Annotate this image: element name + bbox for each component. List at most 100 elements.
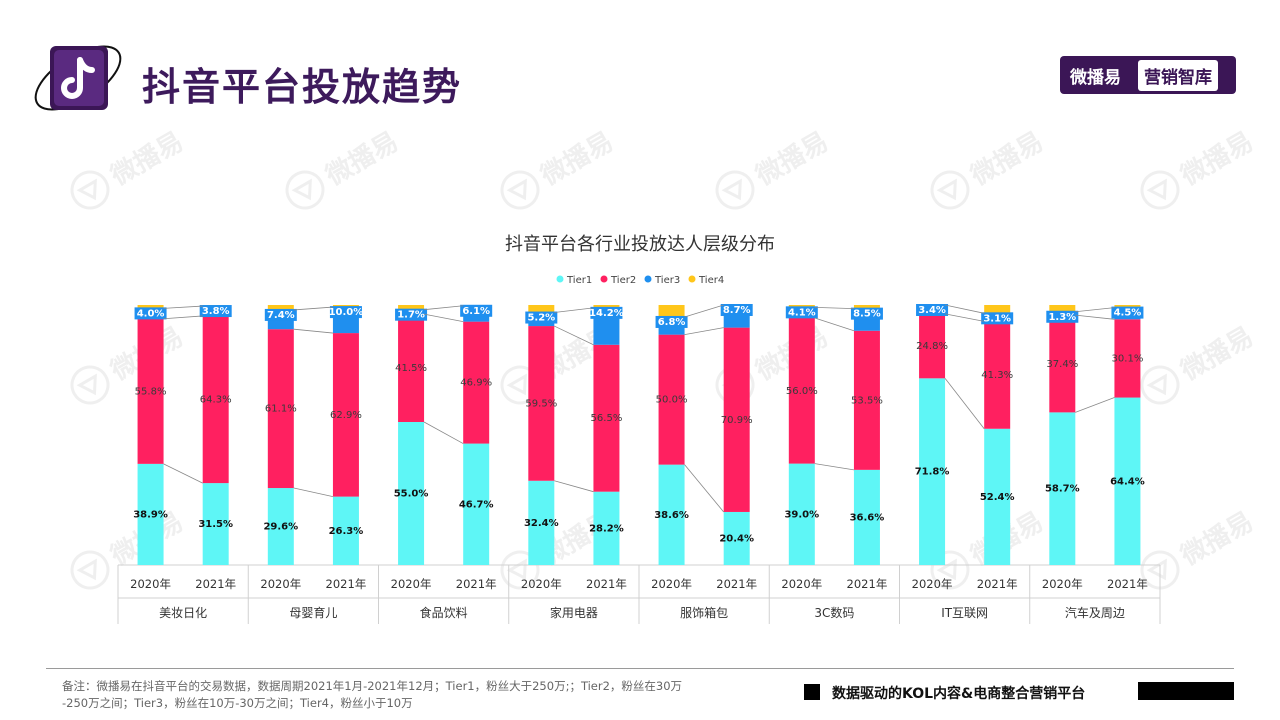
series-connector-line <box>944 313 985 322</box>
redacted-bar <box>1138 682 1234 700</box>
data-label-bg <box>264 308 297 321</box>
legend-marker-tier1 <box>556 275 564 283</box>
year-tick-label: 2021年 <box>847 577 888 591</box>
group-4: 32.4% 59.5% 5.2% 2020年 28.2% 56.5% 14.2% 2021年家… <box>521 305 627 620</box>
stacked-bar-chart: 抖音平台各行业投放达人层级分布 Tier1 Tier2 Tier3 Tier4 38.9%… <box>117 234 1161 624</box>
bar-segment-tier2 <box>137 318 164 464</box>
data-label-tier2: 55.8% <box>135 386 167 397</box>
series-connector-line <box>944 304 985 314</box>
bar-segment-tier1 <box>137 463 164 565</box>
series-connector-line <box>1075 397 1115 413</box>
data-label-bg <box>981 312 1014 325</box>
x-axis <box>117 564 1161 624</box>
data-label-tier3: 4.0% <box>137 308 165 319</box>
data-label-tier1: 71.8% <box>915 467 950 478</box>
series-connector-line <box>1075 314 1115 320</box>
data-label-tier1: 26.3% <box>329 526 364 537</box>
bar-segment-tier1 <box>919 378 946 565</box>
year-tick-label: 2020年 <box>781 577 822 591</box>
data-label-tier2: 30.1% <box>1112 353 1144 364</box>
data-label-tier1: 55.0% <box>394 489 429 500</box>
bar-segment-tier2 <box>332 333 359 497</box>
data-label-bg <box>134 307 167 320</box>
category-tick-label: 美妆日化 <box>159 606 207 620</box>
series-connector-line <box>293 487 334 498</box>
data-label-tier1: 31.5% <box>198 519 233 530</box>
data-label-tier1: 36.6% <box>850 512 885 523</box>
footnote-line-2: -250万之间；Tier3，粉丝在10万-30万之间；Tier4，粉丝小于10万 <box>62 696 413 710</box>
data-label-bg <box>785 306 818 319</box>
bar-segment-tier1 <box>723 511 750 565</box>
year-tick-label: 2020年 <box>260 577 301 591</box>
data-label-tier3: 6.1% <box>462 306 490 317</box>
year-tick-label: 2020年 <box>391 577 432 591</box>
data-label-tier1: 38.9% <box>133 509 168 520</box>
data-label-tier1: 32.4% <box>524 518 559 529</box>
bar-segment-tier1 <box>658 464 685 565</box>
slogan-text: 数据驱动的KOL内容&电商整合营销平台 <box>832 686 1086 702</box>
data-label-tier3: 4.5% <box>1114 308 1142 319</box>
footnote-line-1: 备注：微播易在抖音平台的交易数据，数据周期2021年1月-2021年12月；Ti… <box>62 679 683 693</box>
series-connector-line <box>163 305 203 309</box>
series-connector-line <box>424 305 464 311</box>
footer-divider <box>46 668 1234 669</box>
year-tick-label: 2021年 <box>716 577 757 591</box>
group-8: 58.7% 37.4% 1.3% 2020年 64.4% 30.1% 4.5% 2021年汽车… <box>1042 305 1148 620</box>
data-label-bg <box>850 307 883 320</box>
category-tick-label: 食品饮料 <box>420 605 468 620</box>
series-connector-line <box>1075 307 1115 313</box>
category-tick-label: 服饰箱包 <box>680 605 728 620</box>
data-label-tier1: 46.7% <box>459 499 494 510</box>
data-label-tier2: 59.5% <box>525 398 557 409</box>
brand-badge: 微播易 营销智库 <box>1060 56 1236 94</box>
data-label-tier3: 5.2% <box>527 313 555 324</box>
group-1: 38.9% 55.8% 4.0% 2020年 31.5% 64.3% 3.8% 2021年美妆… <box>130 305 236 620</box>
series-connector-line <box>423 421 464 444</box>
series-connector-line <box>554 307 594 313</box>
series-connector-line <box>814 306 854 310</box>
series-connector-line <box>684 327 724 336</box>
legend-label-tier1: Tier1 <box>566 275 592 286</box>
bar-segment-tier2 <box>528 326 555 481</box>
data-label-tier2: 56.5% <box>591 413 623 424</box>
category-tick-label: 3C数码 <box>814 605 854 620</box>
series-connector-line <box>814 463 855 471</box>
data-label-tier2: 53.5% <box>851 395 883 406</box>
chart-title: 抖音平台各行业投放达人层级分布 <box>505 234 775 255</box>
data-label-tier3: 3.8% <box>202 306 230 317</box>
bar-segment-tier1 <box>332 496 359 565</box>
bar-segment-tier4 <box>1114 305 1141 308</box>
douyin-logo <box>28 36 132 120</box>
bar-segment-tier2 <box>853 330 880 470</box>
bar-segment-tier1 <box>528 480 555 565</box>
page-header: 抖音平台投放趋势 微播易 营销智库 <box>0 0 1280 130</box>
data-label-tier2: 64.3% <box>200 395 232 406</box>
group-7: 71.8% 24.8% 3.4% 2020年 52.4% 41.3% 3.1% 2021年 IT… <box>912 304 1018 620</box>
data-label-tier1: 52.4% <box>980 492 1015 503</box>
legend-label-tier2: Tier2 <box>610 275 636 286</box>
bar-segment-tier2 <box>984 321 1011 429</box>
data-label-tier3: 14.2% <box>589 308 624 319</box>
data-label-tier3: 6.8% <box>658 317 686 328</box>
legend-marker-tier4 <box>688 275 696 283</box>
series-connector-line <box>944 378 985 430</box>
data-label-tier1: 39.0% <box>784 509 819 520</box>
group-3: 55.0% 41.5% 1.7% 2020年 46.7% 46.9% 6.1% 2021年食品… <box>391 304 497 620</box>
year-tick-label: 2021年 <box>456 577 497 591</box>
data-label-tier2: 41.3% <box>981 370 1013 381</box>
bar-segment-tier1 <box>593 491 620 565</box>
data-label-tier2: 46.9% <box>460 378 492 389</box>
series-connector-line <box>554 325 594 346</box>
category-tick-label: 汽车及周边 <box>1065 605 1125 620</box>
data-label-tier2: 41.5% <box>395 363 427 374</box>
page-title: 抖音平台投放趋势 <box>142 65 463 109</box>
bar-segment-tier1 <box>267 488 294 565</box>
bar-segment-tier4 <box>528 305 555 313</box>
bar-segment-tier1 <box>463 443 490 565</box>
data-label-tier3: 3.1% <box>983 313 1011 324</box>
bar-segment-tier2 <box>1049 315 1076 413</box>
year-tick-label: 2021年 <box>977 577 1018 591</box>
group-2: 29.6% 61.1% 7.4% 2020年 26.3% 62.9% 10.0% 2021年母… <box>260 305 366 620</box>
data-label-tier3: 1.3% <box>1048 312 1076 323</box>
data-label-tier1: 58.7% <box>1045 484 1080 495</box>
